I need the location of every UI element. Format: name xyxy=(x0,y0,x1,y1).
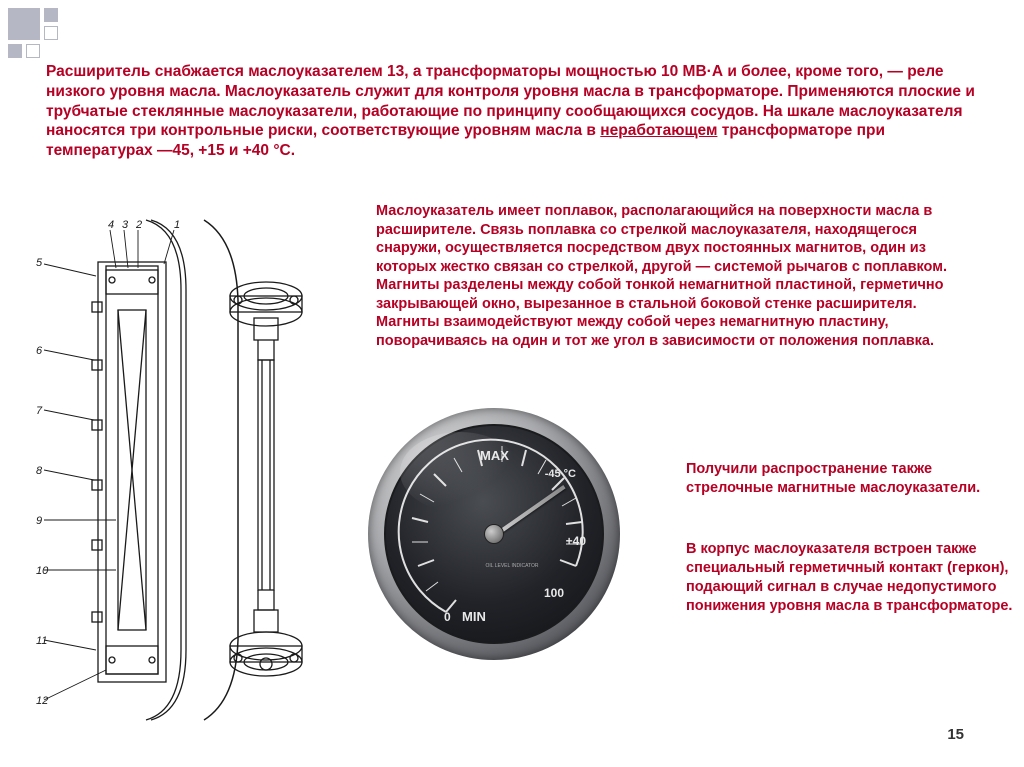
svg-text:10: 10 xyxy=(36,565,49,577)
sub-paragraph: Маслоуказатель имеет поплавок, располага… xyxy=(376,202,956,350)
svg-text:2: 2 xyxy=(135,219,142,231)
gauge-label-zero: 0 xyxy=(444,610,451,624)
gauge-label-minus45: -45 °C xyxy=(545,468,576,480)
gauge-label-plus40: +40 xyxy=(566,534,586,548)
gauge-label-100: 100 xyxy=(544,586,564,600)
svg-text:9: 9 xyxy=(36,515,42,527)
slide-content: Расширитель снабжается маслоуказателем 1… xyxy=(46,62,986,161)
magnetic-oil-gauge: MAX -45 °C +40 100 0 MIN OIL LEVEL INDIC… xyxy=(368,408,620,660)
gauge-intro-text: Получили распространение также стрелочны… xyxy=(686,460,996,498)
svg-text:6: 6 xyxy=(36,345,43,357)
svg-text:11: 11 xyxy=(36,635,47,647)
svg-text:7: 7 xyxy=(36,405,43,417)
svg-text:3: 3 xyxy=(122,219,129,231)
gauge-center-text: OIL LEVEL INDICATOR xyxy=(476,564,548,570)
gauge-label-min: MIN xyxy=(462,609,486,624)
oil-indicator-drawing: 1 2 3 4 5 6 7 8 9 10 11 12 xyxy=(36,210,326,730)
gauge-needle-hub xyxy=(484,524,504,544)
svg-text:8: 8 xyxy=(36,465,43,477)
svg-text:5: 5 xyxy=(36,257,43,269)
main-text-underline: неработающем xyxy=(600,122,717,139)
svg-text:1: 1 xyxy=(174,219,180,231)
gerkon-text: В корпус маслоуказателя встроен также сп… xyxy=(686,540,1016,615)
page-number: 15 xyxy=(947,726,964,743)
svg-text:4: 4 xyxy=(108,219,114,231)
main-paragraph: Расширитель снабжается маслоуказателем 1… xyxy=(46,62,986,161)
svg-text:12: 12 xyxy=(36,695,48,707)
gauge-label-max: MAX xyxy=(480,448,509,463)
